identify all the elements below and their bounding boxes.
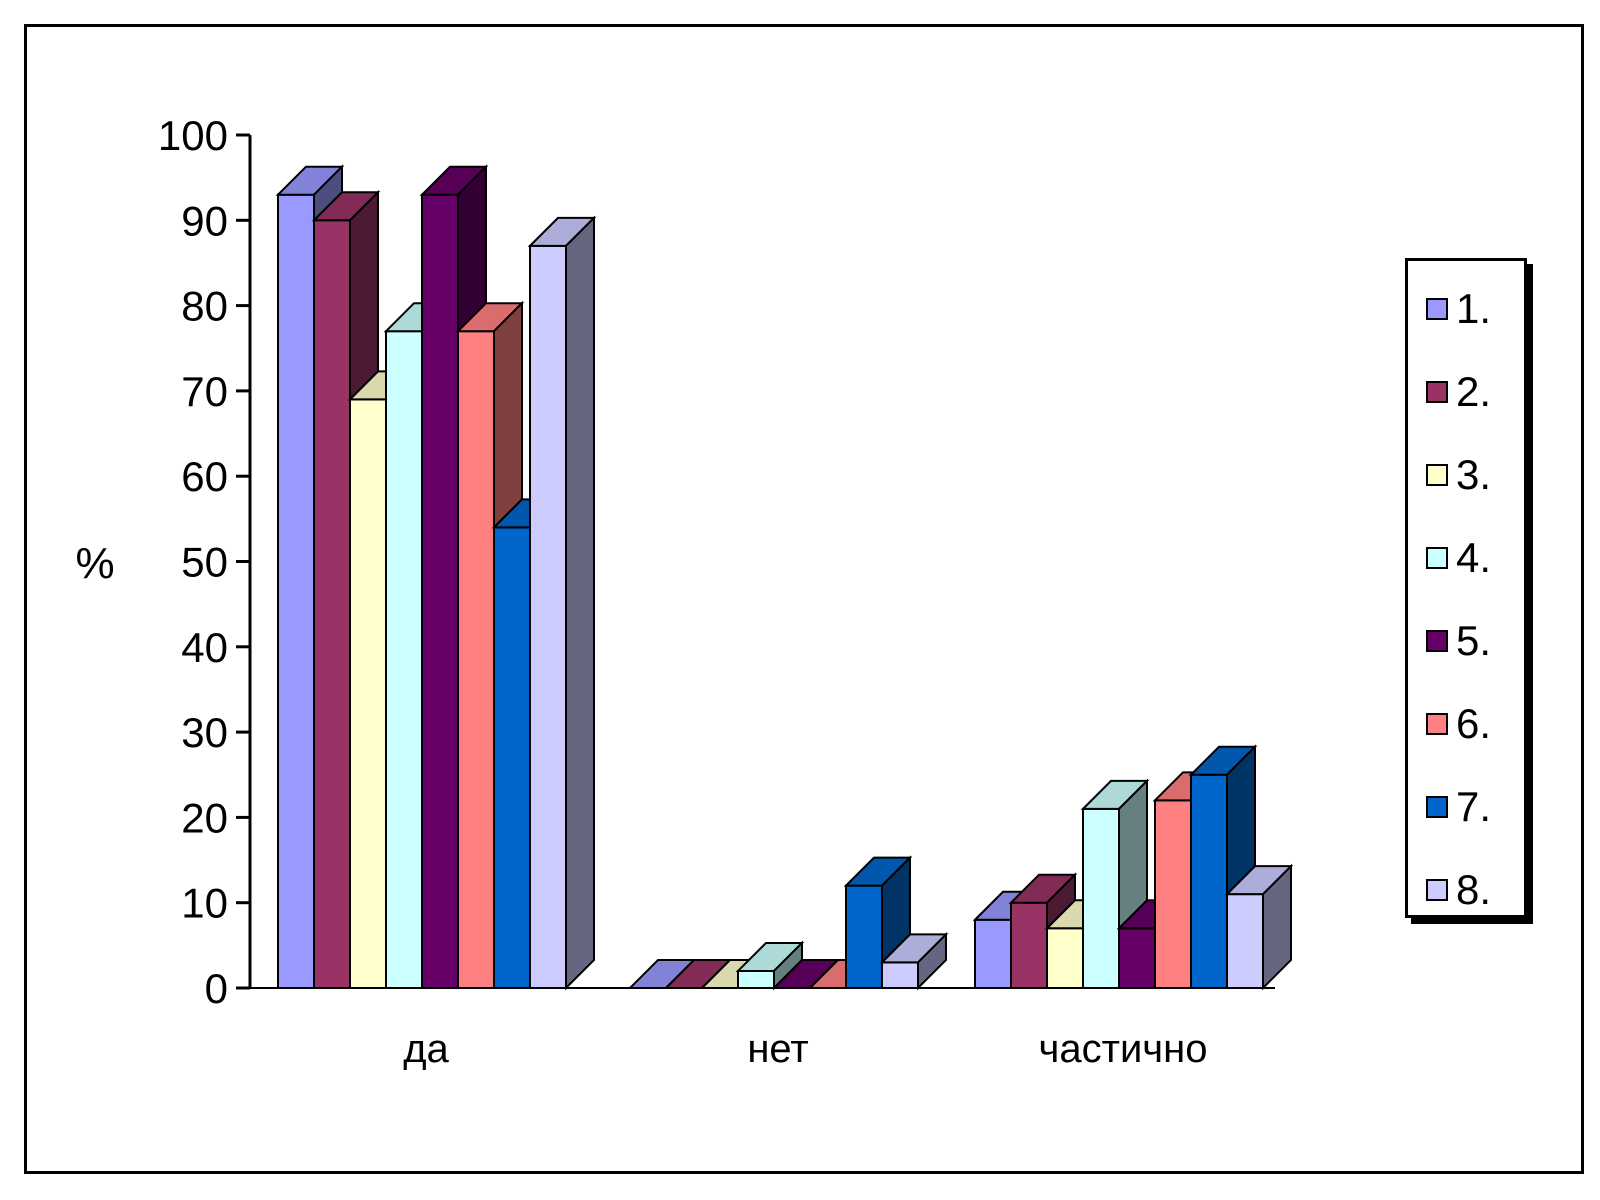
y-tick-label: 80 [181,283,228,330]
y-tick-label: 30 [181,709,228,756]
bar-side [349,189,379,402]
legend-label: 7. [1456,783,1492,830]
legend-item: 3. [1426,451,1491,498]
legend-label: 3. [1456,451,1492,498]
bar-front [974,918,1012,990]
bar-front [1082,807,1120,989]
legend-label: 8. [1456,866,1492,913]
y-tick-label: 90 [181,197,228,244]
bar-front [313,219,351,990]
bar-side [917,931,947,991]
legend-swatch [1426,547,1448,569]
x-tick-label: частично [1039,1027,1208,1071]
legend-label: 2. [1456,368,1492,415]
bar-front [737,969,775,990]
bar-front [385,330,423,989]
x-tick-label: да [403,1027,449,1071]
bar-front [277,193,315,989]
bar-front [1226,893,1264,989]
legend-item: 8. [1426,866,1491,913]
legend-swatch [1426,298,1448,320]
y-tick-label: 100 [158,112,228,159]
bar-side [1262,863,1292,991]
y-tick-label: 20 [181,794,228,841]
legend-label: 5. [1456,617,1492,664]
bar-нет-series-8. [879,931,949,991]
bar-частично-series-8. [1224,863,1294,991]
legend-item: 7. [1426,783,1491,830]
bar-front [529,244,567,989]
y-tick-label: 70 [181,368,228,415]
bar-front [881,961,919,989]
y-tick-label: 60 [181,453,228,500]
legend: 1. 2. 3. 4. 5. 6. 7. 8. [1405,258,1527,918]
legend-label: 4. [1456,534,1492,581]
bar-да-series-5. [419,164,489,989]
bar-side [493,300,523,530]
legend-item: 4. [1426,534,1491,581]
bar-front [493,526,531,989]
bar-нет-series-4. [735,940,805,991]
bar-front [1010,901,1048,990]
bar-нет-series-7. [843,855,913,990]
bar-front [1118,927,1156,989]
legend-swatch [1426,464,1448,486]
x-tick-label: нет [747,1027,808,1071]
legend-swatch [1426,796,1448,818]
bar-side [565,215,595,991]
legend-swatch [1426,879,1448,901]
bar-front [1154,799,1192,990]
bar-частично-series-2. [1008,872,1078,990]
bar-front [845,884,883,990]
legend-item: 1. [1426,285,1491,332]
legend-label: 6. [1456,700,1492,747]
legend-swatch [1426,630,1448,652]
bar-да-series-6. [455,300,525,989]
legend-label: 1. [1456,285,1492,332]
bar-да-series-2. [311,189,381,990]
y-tick-label: 10 [181,880,228,927]
legend-swatch [1426,381,1448,403]
y-axis-label: % [75,539,114,588]
y-tick-label: 0 [205,965,228,1012]
bar-front [1190,773,1228,989]
labels-layer: % 0 10 20 30 40 50 60 70 80 90 100 да нет частично [75,112,1207,1071]
bar-front [349,398,387,989]
bar-частично-series-7. [1188,744,1258,989]
y-tick-label: 50 [181,539,228,586]
bar-front [457,330,495,989]
y-tick-label: 40 [181,624,228,671]
legend-swatch [1426,713,1448,735]
bar-front [421,193,459,989]
legend-item: 2. [1426,368,1491,415]
bar-да-series-8. [527,215,597,991]
legend-item: 5. [1426,617,1491,664]
bar-да-series-3. [347,370,417,989]
legend-item: 6. [1426,700,1491,747]
bar-front [1046,927,1084,989]
bar-частично-series-4. [1080,778,1150,989]
bar-да-series-1. [275,164,345,989]
bars-layer [275,164,1294,991]
bar-частично-series-5. [1116,899,1186,989]
